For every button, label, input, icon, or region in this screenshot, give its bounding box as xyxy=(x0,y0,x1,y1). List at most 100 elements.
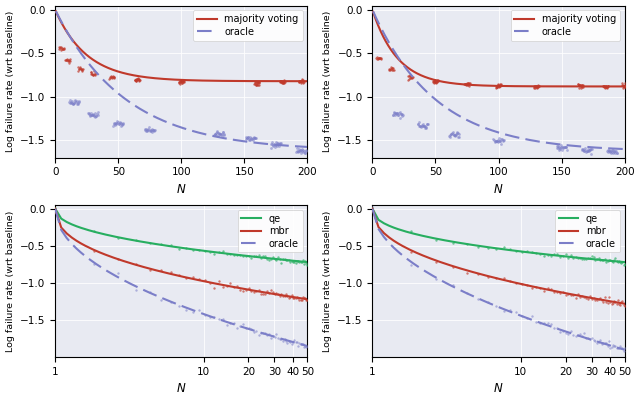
mbr xyxy=(271,292,278,297)
Point xyxy=(294,259,305,265)
Point xyxy=(244,285,254,291)
Point xyxy=(413,121,423,128)
Point xyxy=(612,258,622,264)
Point xyxy=(554,144,564,150)
Legend: qe, mbr, oracle: qe, mbr, oracle xyxy=(555,210,620,253)
Point xyxy=(576,82,586,89)
Point xyxy=(143,127,153,133)
Point xyxy=(573,255,583,261)
Point xyxy=(491,138,501,144)
Point xyxy=(618,302,628,308)
Point xyxy=(200,277,210,283)
Point xyxy=(618,298,628,305)
Point xyxy=(85,112,95,119)
Point xyxy=(392,110,402,116)
oracle xyxy=(608,344,616,348)
Point xyxy=(423,121,433,127)
oracle xyxy=(200,132,208,136)
Point xyxy=(592,256,602,262)
Point xyxy=(74,99,84,105)
Point xyxy=(67,97,77,104)
Point xyxy=(618,83,628,89)
oracle xyxy=(582,336,590,340)
Point xyxy=(605,149,615,155)
Point xyxy=(218,129,228,135)
Point xyxy=(601,340,611,346)
oracle xyxy=(537,140,545,144)
oracle xyxy=(291,340,299,345)
Point xyxy=(244,136,254,142)
Point xyxy=(607,149,618,155)
Point xyxy=(516,312,527,319)
Point xyxy=(531,83,541,90)
Point xyxy=(238,288,248,295)
Point xyxy=(529,83,540,89)
Point xyxy=(301,259,312,266)
Point xyxy=(188,247,198,253)
Point xyxy=(586,151,596,157)
Point xyxy=(589,254,599,261)
Point xyxy=(593,296,604,302)
Point xyxy=(420,124,430,131)
Point xyxy=(253,79,264,85)
Point xyxy=(432,77,442,84)
Point xyxy=(50,209,60,215)
Point xyxy=(522,315,532,321)
Point xyxy=(483,245,493,251)
Point xyxy=(214,249,224,255)
Point xyxy=(489,137,499,144)
Point xyxy=(388,112,398,118)
Point xyxy=(298,147,308,153)
Point xyxy=(577,147,587,153)
Point xyxy=(89,112,99,118)
Point xyxy=(249,134,259,140)
Point xyxy=(448,240,458,246)
Point xyxy=(113,119,123,125)
Line: majority voting: majority voting xyxy=(373,12,625,87)
Point xyxy=(228,252,239,259)
Point xyxy=(65,58,76,64)
Point xyxy=(76,65,86,72)
Point xyxy=(64,57,74,63)
Point xyxy=(214,278,224,284)
Point xyxy=(393,112,403,119)
Point xyxy=(86,69,96,75)
Point xyxy=(113,234,124,241)
Point xyxy=(391,110,401,117)
Point xyxy=(497,136,507,142)
Point xyxy=(604,257,614,263)
Point xyxy=(252,82,262,88)
qe xyxy=(620,259,627,264)
Point xyxy=(461,80,472,86)
Point xyxy=(451,132,461,139)
Point xyxy=(372,55,383,62)
Point xyxy=(557,144,567,150)
Point xyxy=(621,85,632,91)
Point xyxy=(397,112,407,119)
Point xyxy=(420,123,430,130)
Point xyxy=(276,78,286,84)
Point xyxy=(111,121,121,127)
Point xyxy=(553,142,563,149)
Point xyxy=(388,67,399,73)
X-axis label: N: N xyxy=(494,183,503,196)
majority voting xyxy=(621,84,628,89)
Point xyxy=(579,256,589,262)
Point xyxy=(422,121,433,128)
Point xyxy=(284,257,294,263)
Point xyxy=(213,130,223,136)
Point xyxy=(280,256,290,262)
Point xyxy=(56,47,67,53)
Point xyxy=(452,129,463,136)
Point xyxy=(140,126,150,133)
majority voting xyxy=(518,84,525,89)
Point xyxy=(238,321,248,328)
Point xyxy=(430,79,440,85)
Point xyxy=(505,246,515,252)
Point xyxy=(611,342,621,349)
Point xyxy=(209,132,220,138)
Point xyxy=(58,46,68,53)
oracle xyxy=(434,99,442,104)
Point xyxy=(429,78,439,84)
Point xyxy=(448,129,458,135)
